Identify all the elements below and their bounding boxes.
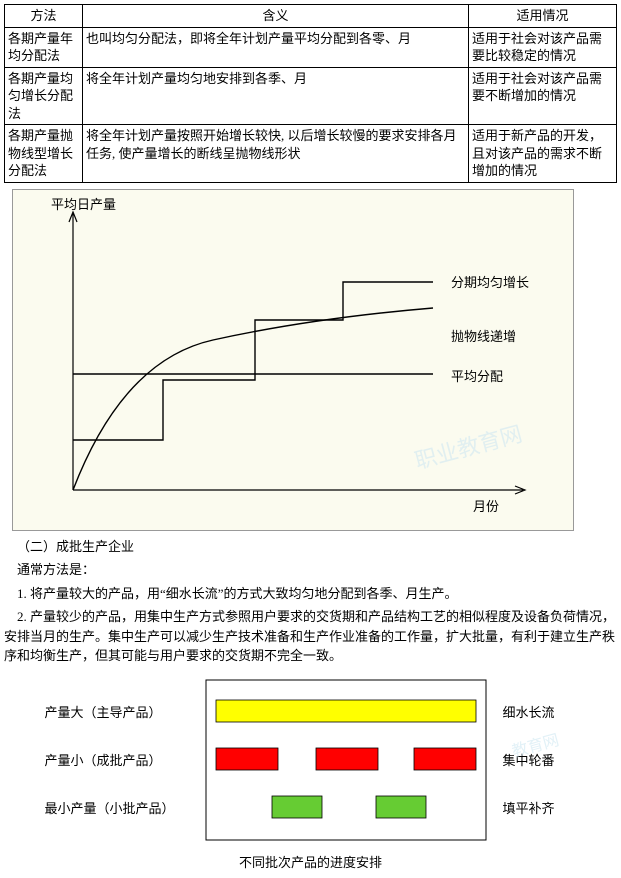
table-cell: 适用于社会对该产品需要比较稳定的情况: [469, 27, 617, 67]
series-label-curve: 抛物线递增: [451, 326, 516, 345]
x-axis-label: 月份: [473, 496, 499, 515]
series-label-flat: 平均分配: [451, 366, 503, 385]
left-label-large: 产量大（主导产品）: [45, 702, 162, 721]
table-cell: 适用于社会对该产品需要不断增加的情况: [469, 67, 617, 125]
table-cell: 各期产量年均分配法: [5, 27, 83, 67]
chart2-caption: 不同批次产品的进度安排: [31, 852, 591, 871]
section-item: 2. 产量较少的产品，用集中生产方式参照用户要求的交货期和产品结构工艺的相似程度…: [4, 607, 617, 666]
methods-table: 方法 含义 适用情况 各期产量年均分配法 也叫均匀分配法，即将全年计划产量平均分…: [4, 4, 617, 183]
table-cell: 适用于新产品的开发，且对该产品的需求不断增加的情况: [469, 125, 617, 183]
table-row: 各期产量年均分配法 也叫均匀分配法，即将全年计划产量平均分配到各零、月 适用于社…: [5, 27, 617, 67]
chart1-svg: [13, 190, 573, 530]
table-header: 方法: [5, 5, 83, 28]
table-cell: 各期产量抛物线型增长分配法: [5, 125, 83, 183]
right-label-fill: 填平补齐: [503, 798, 555, 817]
production-line-chart: 平均日产量 分期均匀增长 抛物线递增 平均分配 月份 职业教育网: [12, 189, 574, 531]
series-label-step: 分期均匀增长: [451, 272, 529, 291]
right-label-rotate: 集中轮番: [503, 750, 555, 769]
section-intro: 通常方法是：: [4, 560, 617, 580]
table-cell: 各期产量均匀增长分配法: [5, 67, 83, 125]
left-label-small: 最小产量（小批产品）: [45, 798, 175, 817]
section-item: 1. 将产量较大的产品，用“细水长流”的方式大致均匀地分配到各季、月生产。: [4, 584, 617, 604]
table-header: 含义: [83, 5, 469, 28]
batch-schedule-chart: 产量大（主导产品） 产量小（成批产品） 最小产量（小批产品） 细水长流 集中轮番…: [31, 672, 591, 872]
table-cell: 将全年计划产量均匀地安排到各季、月: [83, 67, 469, 125]
table-cell: 也叫均匀分配法，即将全年计划产量平均分配到各零、月: [83, 27, 469, 67]
section-title: （二）成批生产企业: [4, 537, 617, 557]
left-label-medium: 产量小（成批产品）: [45, 750, 162, 769]
batch-production-section: （二）成批生产企业 通常方法是： 1. 将产量较大的产品，用“细水长流”的方式大…: [4, 537, 617, 666]
table-row: 各期产量均匀增长分配法 将全年计划产量均匀地安排到各季、月 适用于社会对该产品需…: [5, 67, 617, 125]
right-label-flow: 细水长流: [503, 702, 555, 721]
table-row: 各期产量抛物线型增长分配法 将全年计划产量按照开始增长较快, 以后增长较慢的要求…: [5, 125, 617, 183]
table-cell: 将全年计划产量按照开始增长较快, 以后增长较慢的要求安排各月任务, 使产量增长的…: [83, 125, 469, 183]
table-header: 适用情况: [469, 5, 617, 28]
